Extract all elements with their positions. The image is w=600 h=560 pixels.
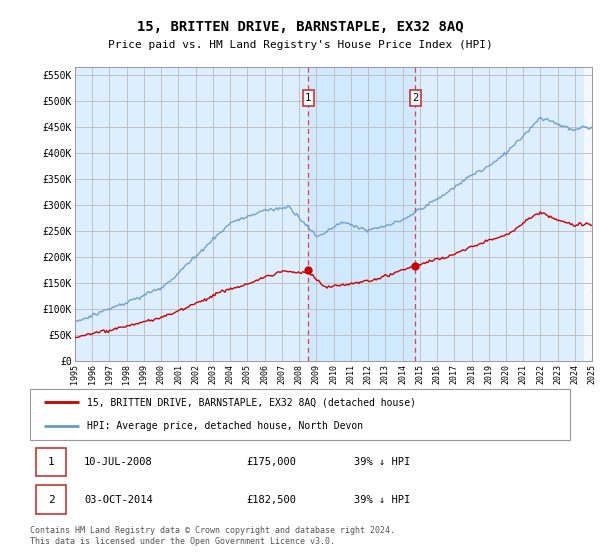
Text: 15, BRITTEN DRIVE, BARNSTAPLE, EX32 8AQ: 15, BRITTEN DRIVE, BARNSTAPLE, EX32 8AQ <box>137 20 463 34</box>
FancyBboxPatch shape <box>30 389 570 440</box>
Text: £175,000: £175,000 <box>246 457 296 467</box>
Text: Contains HM Land Registry data © Crown copyright and database right 2024.
This d: Contains HM Land Registry data © Crown c… <box>30 526 395 546</box>
Text: 1: 1 <box>305 93 311 103</box>
Text: Price paid vs. HM Land Registry's House Price Index (HPI): Price paid vs. HM Land Registry's House … <box>107 40 493 50</box>
Text: 39% ↓ HPI: 39% ↓ HPI <box>354 495 410 505</box>
Bar <box>584 67 592 361</box>
Text: 03-OCT-2014: 03-OCT-2014 <box>84 495 153 505</box>
Text: 1: 1 <box>48 457 55 467</box>
FancyBboxPatch shape <box>37 486 66 514</box>
Text: 2: 2 <box>48 495 55 505</box>
Text: 15, BRITTEN DRIVE, BARNSTAPLE, EX32 8AQ (detached house): 15, BRITTEN DRIVE, BARNSTAPLE, EX32 8AQ … <box>86 397 416 407</box>
Text: 10-JUL-2008: 10-JUL-2008 <box>84 457 153 467</box>
Text: 2: 2 <box>412 93 419 103</box>
Text: 39% ↓ HPI: 39% ↓ HPI <box>354 457 410 467</box>
FancyBboxPatch shape <box>37 447 66 477</box>
Text: £182,500: £182,500 <box>246 495 296 505</box>
Text: HPI: Average price, detached house, North Devon: HPI: Average price, detached house, Nort… <box>86 422 363 432</box>
Bar <box>308 67 415 361</box>
